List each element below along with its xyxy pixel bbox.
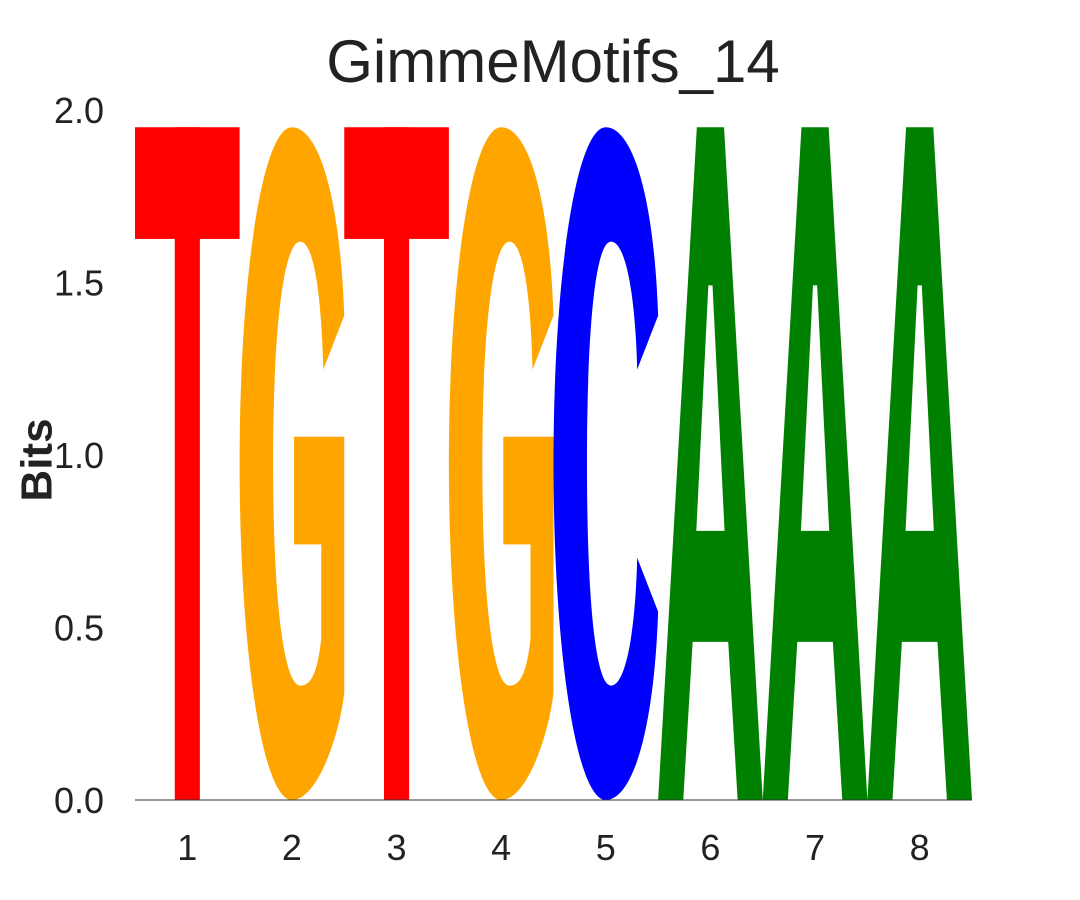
logo-letter-G [239,127,345,800]
x-tick-label: 7 [805,827,825,868]
y-tick-label: 1.0 [54,435,104,476]
y-tick-label: 0.0 [54,780,104,821]
x-tick-label: 4 [491,827,511,868]
y-tick-label: 1.5 [54,263,104,304]
x-axis-ticks: 1 2 3 4 5 6 7 8 [177,827,929,868]
logo-letter-T [135,127,240,800]
logo-letter-G [448,127,554,800]
chart-title: GimmeMotifs_14 [326,28,779,95]
logo-letter-T [344,127,449,800]
x-tick-label: 2 [282,827,302,868]
y-tick-label: 0.5 [54,608,104,649]
logo-letter-A [762,127,868,800]
logo-letter-C [553,127,659,800]
logo-letter-A [867,127,972,800]
x-tick-label: 6 [700,827,720,868]
y-tick-label: 2.0 [54,90,104,131]
x-tick-label: 8 [910,827,930,868]
y-axis-label-group: Bits [13,418,62,501]
x-tick-label: 5 [596,827,616,868]
logo-letters [135,127,972,800]
x-tick-label: 1 [177,827,197,868]
y-axis-ticks: 0.0 0.5 1.0 1.5 2.0 [54,90,104,821]
y-axis-label: Bits [13,418,62,501]
logo-letter-A [658,127,763,800]
x-tick-label: 3 [387,827,407,868]
